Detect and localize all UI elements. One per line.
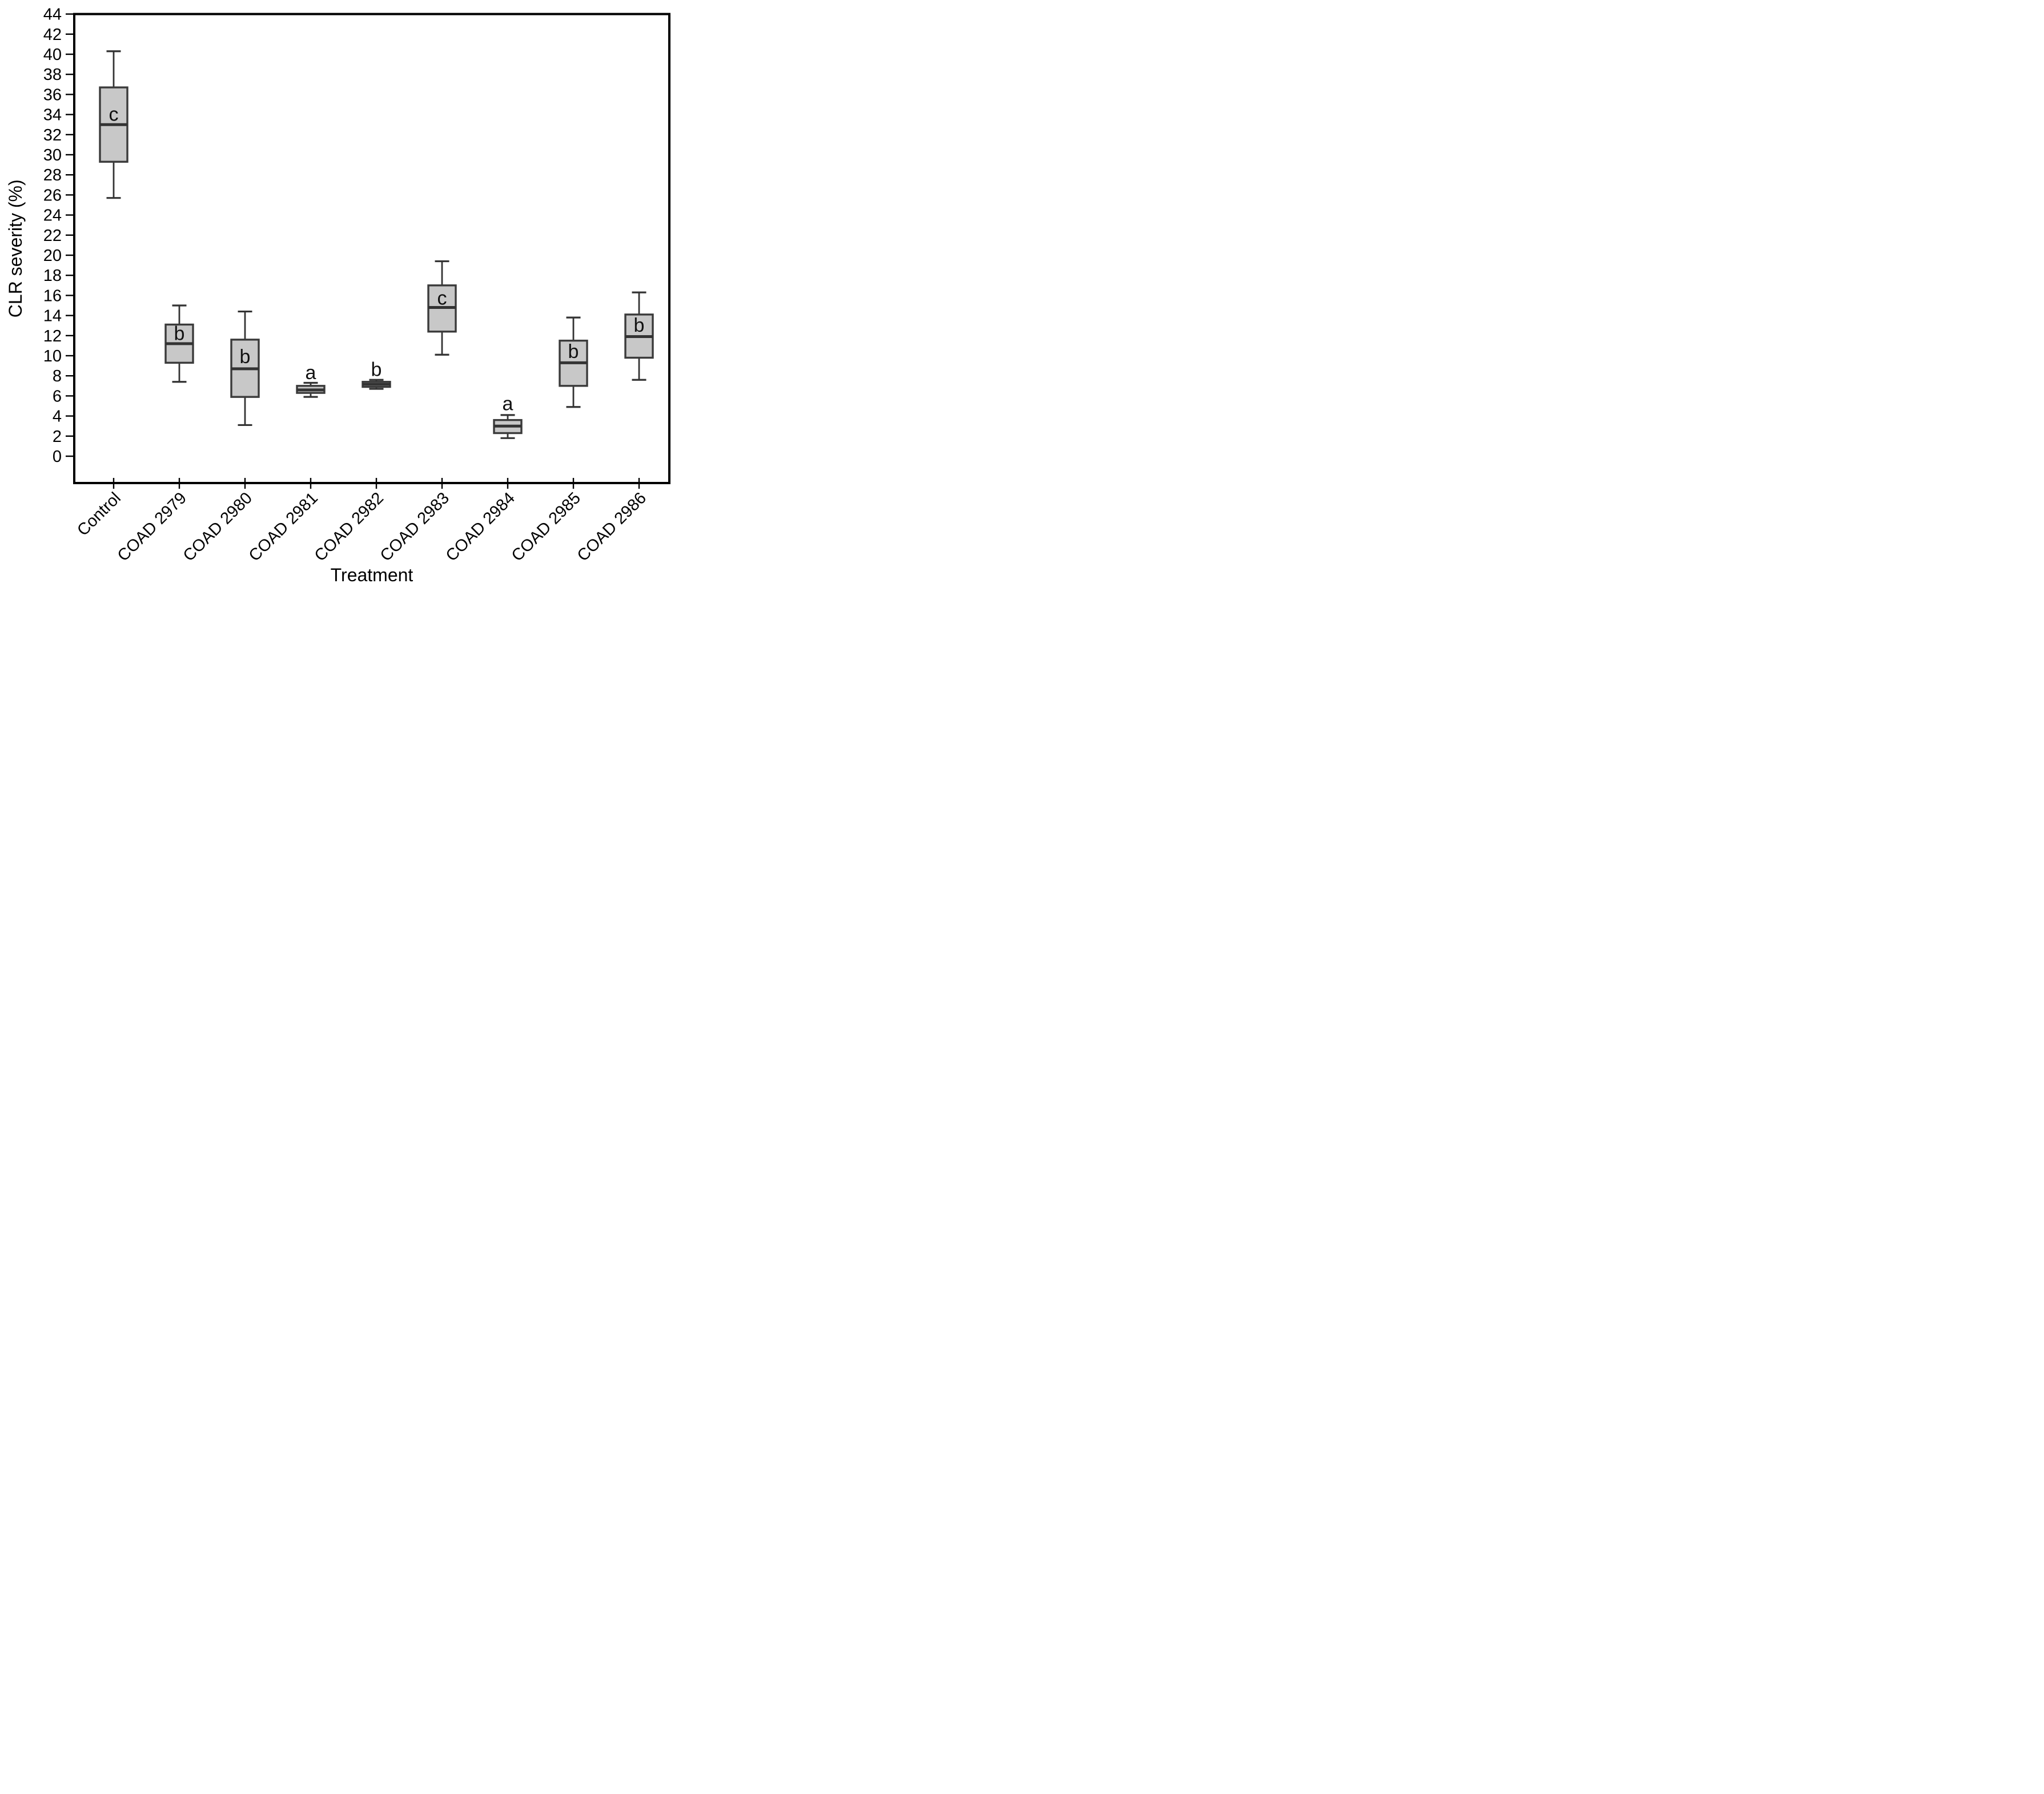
y-tick-label: 32 bbox=[43, 126, 62, 144]
y-tick-label: 22 bbox=[43, 227, 62, 245]
x-tick-label: COAD 2983 bbox=[377, 489, 453, 565]
significance-letter: b bbox=[568, 341, 579, 363]
significance-letter: b bbox=[634, 315, 645, 336]
boxplot-svg: 0246810121416182022242628303234363840424… bbox=[5, 6, 670, 585]
y-tick-label: 18 bbox=[43, 267, 62, 285]
box-coad-2986: b bbox=[624, 291, 654, 381]
x-tick-label: COAD 2982 bbox=[311, 489, 387, 565]
box-coad-2983: c bbox=[427, 260, 457, 356]
y-tick-label: 20 bbox=[43, 247, 62, 265]
box-coad-2979: b bbox=[164, 304, 194, 383]
box-coad-2985: b bbox=[559, 316, 588, 408]
y-tick-label: 24 bbox=[43, 207, 62, 225]
y-tick-label: 12 bbox=[43, 327, 62, 345]
y-tick-label: 4 bbox=[53, 408, 62, 426]
x-axis-title: Treatment bbox=[331, 565, 413, 585]
y-tick-label: 38 bbox=[43, 66, 62, 84]
y-tick-label: 36 bbox=[43, 86, 62, 104]
y-tick-label: 10 bbox=[43, 347, 62, 365]
y-tick-label: 26 bbox=[43, 186, 62, 204]
plot-frame bbox=[73, 13, 670, 485]
significance-letter: c bbox=[437, 288, 447, 309]
y-tick-label: 2 bbox=[53, 428, 62, 446]
y-tick-label: 0 bbox=[53, 448, 62, 466]
y-tick-label: 44 bbox=[43, 6, 62, 24]
box-control: c bbox=[99, 50, 128, 199]
box-coad-2981: a bbox=[296, 362, 326, 398]
x-tick-label: COAD 2984 bbox=[443, 489, 519, 565]
significance-letter: c bbox=[109, 104, 119, 126]
y-tick-label: 30 bbox=[43, 146, 62, 164]
y-axis: 0246810121416182022242628303234363840424… bbox=[43, 6, 74, 466]
significance-letter: b bbox=[240, 346, 251, 368]
y-tick-label: 40 bbox=[43, 46, 62, 64]
x-tick-label: COAD 2980 bbox=[180, 489, 256, 565]
box-coad-2982: b bbox=[362, 359, 391, 390]
y-axis-title: CLR severity (%) bbox=[5, 179, 26, 317]
x-tick-label: COAD 2985 bbox=[508, 489, 584, 565]
significance-letter: b bbox=[371, 359, 382, 381]
x-tick-label: COAD 2979 bbox=[114, 489, 190, 565]
y-tick-label: 6 bbox=[53, 387, 62, 405]
significance-letter: a bbox=[503, 393, 513, 415]
x-tick-label: COAD 2981 bbox=[246, 489, 322, 565]
x-tick-label: Control bbox=[74, 489, 125, 540]
y-tick-label: 28 bbox=[43, 166, 62, 184]
y-tick-label: 14 bbox=[43, 307, 62, 325]
y-tick-label: 42 bbox=[43, 26, 62, 44]
significance-letter: a bbox=[306, 362, 316, 384]
significance-letter: b bbox=[174, 323, 185, 344]
y-tick-label: 34 bbox=[43, 106, 62, 124]
box-coad-2980: b bbox=[230, 310, 260, 427]
y-tick-label: 8 bbox=[53, 367, 62, 385]
boxplot-figure: 0 2 4 6 8 10 12 14 16 18 20 22 24 26 28 30 32 34 36 38 40 42 4… bbox=[0, 0, 681, 598]
x-tick-label: COAD 2986 bbox=[574, 489, 650, 565]
y-tick-label: 16 bbox=[43, 287, 62, 305]
box-coad-2984: a bbox=[493, 393, 523, 439]
